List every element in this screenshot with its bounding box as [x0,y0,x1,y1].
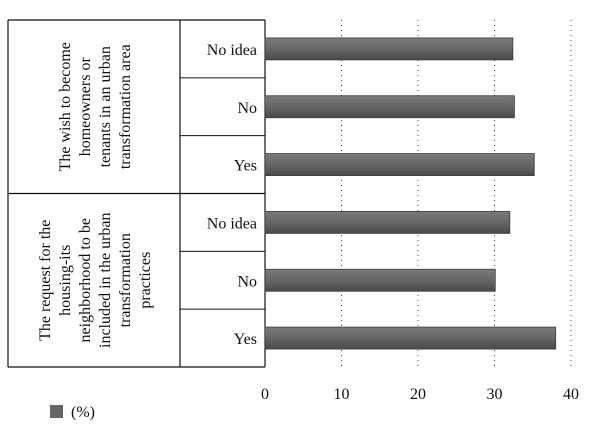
x-tick-label: 20 [410,386,426,403]
x-axis-ticks: 0 10 20 30 40 [261,386,579,403]
group-labels: The wish to become homeowners or tenants i… [37,42,154,348]
bar [264,268,496,292]
bar [264,37,514,61]
group-label: The wish to become homeowners or tenants i… [57,42,134,171]
group-label-line: neighborhood to be [77,218,94,342]
x-tick-label: 40 [563,386,579,403]
group-label-line: housing-its [57,245,74,316]
legend-label: (%) [71,404,95,421]
category-label: No [237,100,257,117]
group-label-line: practices [137,252,154,309]
group-label-line: transformation area [117,44,134,169]
chart-frame [7,19,266,368]
category-label: No idea [207,42,257,59]
category-label: Yes [234,158,257,175]
bar [264,326,557,350]
category-label: No idea [207,215,257,232]
x-tick-label: 0 [261,386,269,403]
x-tick-label: 10 [334,386,350,403]
group-label-line: included in the urban [97,212,114,348]
group-label-line: transformation [117,233,134,327]
bar [264,153,535,176]
bar [264,95,515,119]
category-label: Yes [234,331,257,348]
legend-swatch [50,405,63,418]
category-labels: No idea No Yes No idea No Yes [207,42,257,348]
group-label-line: The request for the [37,220,54,341]
group-label-line: tenants in an urban [97,46,114,167]
group-label-line: The wish to become [57,42,74,171]
x-tick-label: 30 [487,386,503,403]
group-label: The request for the housing-its neighborho… [37,212,154,348]
bar [264,211,511,234]
bar-series [264,37,557,350]
legend: (%) [50,404,95,421]
group-label-line: homeowners or [77,57,94,157]
grid-lines [341,20,572,367]
category-label: No [237,273,257,290]
